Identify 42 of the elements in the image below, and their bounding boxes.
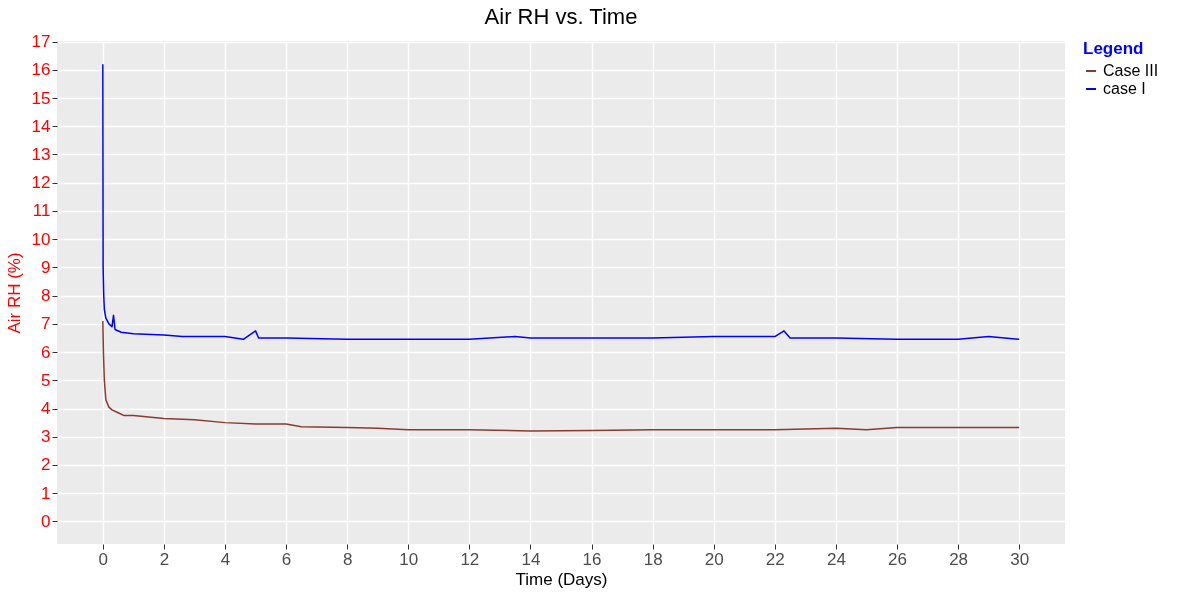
x-tick-label: 12 — [460, 549, 480, 569]
y-tick-label: 10 — [31, 229, 51, 249]
y-tick-label: 16 — [31, 60, 51, 80]
x-tick-label: 22 — [765, 549, 785, 569]
y-tick-label: 6 — [41, 342, 51, 362]
legend-label: Case III — [1103, 62, 1159, 79]
x-tick-label: 24 — [826, 549, 846, 569]
y-tick-label: 4 — [41, 399, 51, 419]
chart-title: Air RH vs. Time — [484, 3, 638, 29]
y-tick-label: 15 — [31, 88, 51, 108]
y-tick-label: 8 — [41, 286, 51, 306]
x-tick-label: 28 — [949, 549, 969, 569]
y-tick-label: 12 — [31, 173, 51, 193]
y-tick-label: 5 — [41, 370, 51, 390]
y-tick-label: 9 — [41, 257, 51, 277]
y-tick-label: 11 — [32, 201, 51, 221]
y-axis-title: Air RH (%) — [4, 252, 24, 334]
line-series — [102, 320, 1020, 432]
x-tick-label: 8 — [342, 549, 353, 569]
x-tick-label: 0 — [98, 549, 109, 569]
x-tick-label: 18 — [643, 549, 663, 569]
legend-title: Legend — [1083, 39, 1144, 58]
y-tick-label: 1 — [41, 483, 51, 503]
x-tick-label: 20 — [704, 549, 724, 569]
y-tick-label: 3 — [41, 427, 51, 447]
x-axis-title: Time (Days) — [515, 569, 608, 589]
y-tick-label: 7 — [41, 314, 51, 334]
x-tick-label: 6 — [281, 549, 292, 569]
y-tick-label: 2 — [41, 455, 51, 475]
x-tick-label: 30 — [1010, 549, 1030, 569]
x-tick-label: 10 — [399, 549, 419, 569]
y-tick-label: 0 — [41, 511, 51, 531]
x-tick-label: 14 — [521, 549, 541, 569]
y-tick-label: 17 — [31, 32, 51, 52]
legend-label: case I — [1103, 80, 1146, 97]
x-tick-label: 4 — [220, 549, 231, 569]
x-tick-label: 2 — [159, 549, 170, 569]
y-tick-label: 14 — [31, 116, 51, 136]
x-tick-label: 26 — [888, 549, 907, 569]
line-series — [102, 63, 1020, 341]
x-tick-label: 16 — [582, 549, 602, 569]
y-tick-label: 13 — [31, 144, 51, 164]
